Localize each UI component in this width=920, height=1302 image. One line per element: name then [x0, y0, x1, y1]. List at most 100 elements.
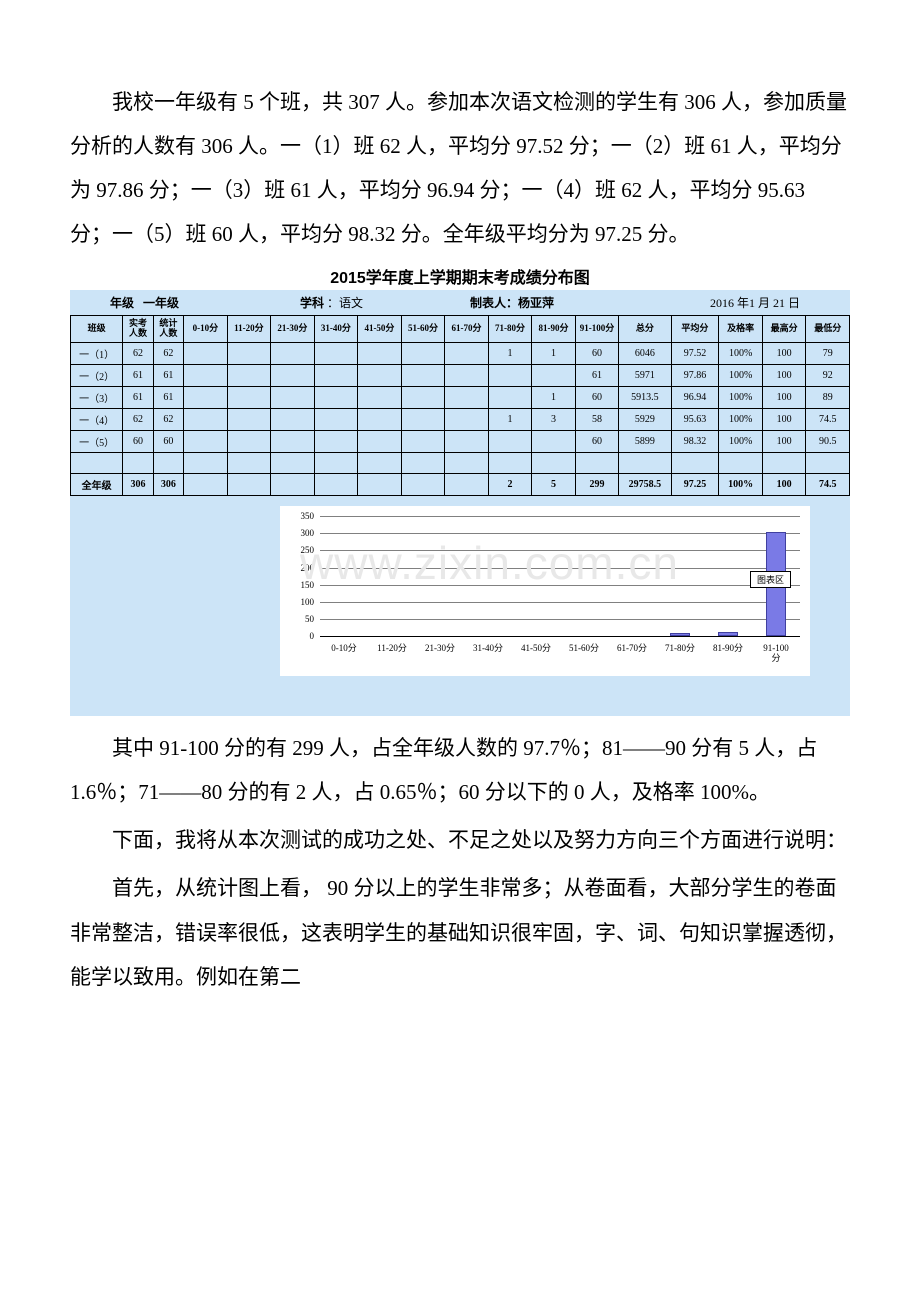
table-cell: [271, 365, 315, 387]
table-cell: [314, 474, 358, 496]
y-tick-label: 100: [288, 597, 314, 607]
table-cell: 一（4）: [71, 409, 123, 431]
chart-container: www.zixin.com.cn 050100150200250300350 0…: [70, 496, 850, 716]
table-cell: [227, 387, 271, 409]
table-cell: 100%: [719, 387, 763, 409]
table-header-row: 班级实考人数统计人数0-10分11-20分21-30分31-40分41-50分5…: [71, 316, 850, 343]
table-cell: [271, 409, 315, 431]
table-cell: [806, 453, 850, 474]
table-header: 最高分: [762, 316, 806, 343]
table-header: 31-40分: [314, 316, 358, 343]
table-cell: [575, 453, 619, 474]
y-tick-label: 0: [288, 631, 314, 641]
table-cell: [445, 365, 489, 387]
table-cell: [619, 453, 671, 474]
gridline: [320, 516, 800, 517]
table-cell: 1: [488, 343, 532, 365]
table-cell: [184, 474, 228, 496]
x-tick-label: 31-40分: [464, 644, 512, 654]
table-cell: 100: [762, 365, 806, 387]
table-cell: [184, 365, 228, 387]
table-cell: [445, 409, 489, 431]
table-header: 统计人数: [153, 316, 183, 343]
paragraph-2: 其中 91-100 分的有 299 人，占全年级人数的 97.7％；81——90…: [70, 726, 850, 814]
y-tick-label: 50: [288, 614, 314, 624]
table-cell: [227, 343, 271, 365]
table-header: 最低分: [806, 316, 850, 343]
table-cell: 60: [123, 431, 153, 453]
meta-grade: 年级 一年级: [70, 294, 300, 311]
x-tick-label: 71-80分: [656, 644, 704, 654]
table-cell: 92: [806, 365, 850, 387]
table-cell: [358, 387, 402, 409]
meta-date: 2016 年1 月 21 日: [670, 294, 850, 311]
table-cell: [314, 431, 358, 453]
table-cell: [401, 387, 445, 409]
table-cell: 299: [575, 474, 619, 496]
table-cell: 62: [123, 409, 153, 431]
table-cell: [227, 453, 271, 474]
table-cell: 100%: [719, 343, 763, 365]
table-cell: [271, 387, 315, 409]
table-header: 51-60分: [401, 316, 445, 343]
table-cell: 61: [153, 365, 183, 387]
sheet-meta: 年级 一年级 学科 ：语文 制表人：杨亚萍 2016 年1 月 21 日: [70, 290, 850, 315]
table-cell: [271, 343, 315, 365]
table-cell: 2: [488, 474, 532, 496]
table-cell: [401, 431, 445, 453]
table-cell: 5971: [619, 365, 671, 387]
table-cell: [227, 409, 271, 431]
table-cell: 100%: [719, 431, 763, 453]
table-cell: 97.52: [671, 343, 719, 365]
table-cell: 62: [123, 343, 153, 365]
table-cell: 29758.5: [619, 474, 671, 496]
table-cell: 89: [806, 387, 850, 409]
table-cell: 306: [123, 474, 153, 496]
table-cell: 一（2）: [71, 365, 123, 387]
table-cell: [271, 453, 315, 474]
table-cell: 61: [123, 387, 153, 409]
paragraph-1: 我校一年级有 5 个班，共 307 人。参加本次语文检测的学生有 306 人，参…: [70, 80, 850, 256]
table-cell: 60: [575, 431, 619, 453]
table-header: 总分: [619, 316, 671, 343]
table-cell: 100%: [719, 409, 763, 431]
table-header: 及格率: [719, 316, 763, 343]
table-cell: 61: [575, 365, 619, 387]
table-cell: 74.5: [806, 474, 850, 496]
table-cell: 6046: [619, 343, 671, 365]
table-row: [71, 453, 850, 474]
table-cell: [532, 431, 576, 453]
table-cell: 5929: [619, 409, 671, 431]
table-cell: 97.25: [671, 474, 719, 496]
table-cell: [671, 453, 719, 474]
table-cell: [445, 453, 489, 474]
table-cell: [358, 431, 402, 453]
table-row: 一（1）62621160604697.52100%10079: [71, 343, 850, 365]
score-sheet: 2015学年度上学期期末考成绩分布图 年级 一年级 学科 ：语文 制表人：杨亚萍…: [70, 262, 850, 716]
table-cell: 306: [153, 474, 183, 496]
table-cell: 61: [123, 365, 153, 387]
table-cell: 60: [575, 387, 619, 409]
table-cell: [358, 365, 402, 387]
table-cell: 全年级: [71, 474, 123, 496]
chart-legend: 图表区: [750, 571, 791, 588]
table-cell: 1: [532, 343, 576, 365]
table-cell: 62: [153, 409, 183, 431]
gridline: [320, 550, 800, 551]
table-cell: 100%: [719, 365, 763, 387]
table-cell: [358, 343, 402, 365]
gridline: [320, 602, 800, 603]
table-cell: 一（3）: [71, 387, 123, 409]
table-cell: 100: [762, 409, 806, 431]
y-tick-label: 200: [288, 563, 314, 573]
table-cell: 3: [532, 409, 576, 431]
x-tick-label: 61-70分: [608, 644, 656, 654]
gridline: [320, 585, 800, 586]
table-row: 一（3）61611605913.596.94100%10089: [71, 387, 850, 409]
table-cell: [184, 431, 228, 453]
table-cell: [184, 387, 228, 409]
table-cell: 1: [488, 409, 532, 431]
x-tick-label: 0-10分: [320, 644, 368, 654]
table-cell: 5899: [619, 431, 671, 453]
table-cell: [488, 431, 532, 453]
